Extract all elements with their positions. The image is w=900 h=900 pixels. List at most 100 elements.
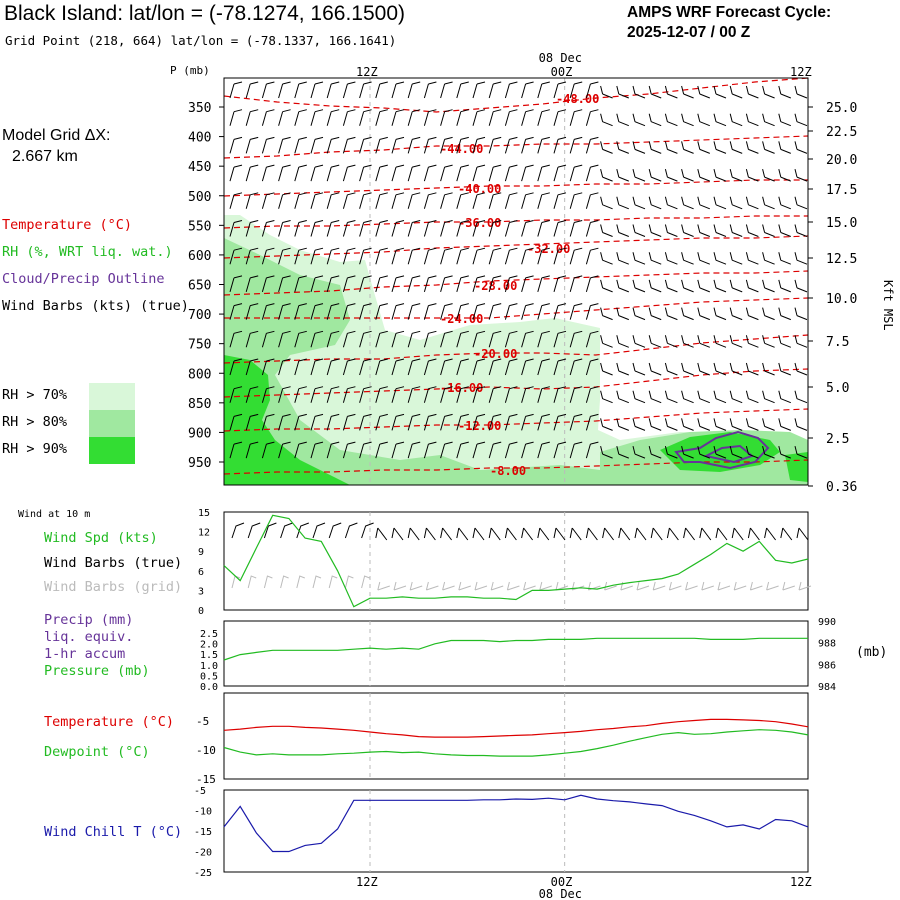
precip-ytick-0: 2.5 [200,629,218,640]
wind-barb [600,196,613,210]
height-tick-1: 22.5 [826,125,857,140]
wind-barb [697,445,710,459]
wind-barb [310,358,324,376]
sfc-barb-true [521,527,533,541]
wind-barb [713,390,727,404]
sfc-barb-grid [458,581,471,591]
wind-barb [423,413,437,431]
wind-barb [664,85,678,99]
wind-barb [537,164,550,182]
wind-barb [537,303,550,320]
legend-1hr-accum: 1-hr accum [44,646,126,662]
wind-barb [521,192,534,209]
wind-barb [245,136,259,154]
sfc-barb-true [618,527,631,541]
wind-barb [600,362,613,376]
legend-wind-chill: Wind Chill T (°C) [44,824,183,840]
wind-barb [553,275,567,293]
wind-barb [569,413,583,431]
wind-barb [664,279,678,293]
precip-ytick-2: 1.5 [200,650,218,661]
wind-barb [648,224,662,237]
wind-barb [472,330,486,348]
height-tick-2: 20.0 [826,153,857,168]
sfc-barb-grid [247,575,257,589]
wind-barb [745,279,759,293]
wind-barb [521,413,534,431]
wind-barb [569,275,583,293]
top-date-label: 08 Dec [539,51,582,65]
wind-barb [794,445,808,459]
wind-barb [569,358,583,376]
precip-ytick-5: 0.0 [200,682,218,693]
wind-barb [778,279,791,293]
wind-barb [261,81,275,99]
sfc-barb-true [231,522,245,539]
sfc-barb-grid [425,581,439,591]
wind-barb [794,141,808,154]
wind-barb [342,303,356,320]
wind-barb [504,303,518,320]
wind-barb [407,275,421,293]
wind-barb [713,335,727,348]
isotherm-label-10: -8.00 [490,464,526,478]
wind-barb [359,220,372,237]
wind-barb [440,330,453,348]
isotherm-8 [223,368,809,398]
wind-barb [664,168,678,182]
sfc-barb-true [391,527,404,541]
wind-barb [794,224,808,237]
wind-barb [229,247,243,265]
wind-barb [553,386,567,403]
wind-barb [648,445,662,459]
wind-barb [681,85,694,99]
wind-barb [729,224,743,237]
wind-barb [407,441,421,459]
sfc-barb-true [263,522,277,539]
wind-barb [632,279,646,293]
wind-barb [778,141,791,154]
wind-barb [697,85,710,99]
wind-barb [504,247,518,265]
wind-barb [762,390,775,404]
sfc-barb-true [247,522,261,539]
wind-barb [778,307,791,321]
sfc-barb-grid [749,581,763,591]
wind-barb [762,279,775,293]
wind-barb [504,192,518,209]
wind-barb [342,164,356,182]
isotherm-label-1: -44.00 [440,142,483,156]
pressure-ytick-990: 990 [818,617,836,628]
wind-barb [778,113,791,127]
wind-barb [407,303,421,320]
wind-barb [407,136,421,154]
wind-barb [729,418,743,431]
sfc-barb-grid [328,575,338,589]
wind-barb [391,136,405,154]
wind-barb [745,85,759,99]
sfc-barb-grid [393,581,407,591]
wind-barb [245,441,259,459]
wind-barb [632,196,646,210]
wind-barb [488,220,502,237]
wind-barb [648,168,662,182]
wind-barb [245,275,259,293]
sfc-barb-grid [377,581,390,591]
wind-barb [762,362,775,376]
sfc-barb-true [440,527,452,541]
sfc-barb-true [504,527,517,541]
wind-barb [729,85,743,99]
wind-barb [794,279,808,293]
wind-barb [440,192,453,209]
wind-barb [488,303,502,320]
wind-barb [729,196,743,210]
wind-barb [229,386,243,403]
chill-ytick-1: -10 [194,807,212,818]
wind-barb [600,335,613,348]
wind-barb [648,85,662,99]
chill-ytick-4: -25 [194,868,212,879]
wind-barb [310,303,324,320]
wind-barb [440,275,453,293]
isotherm-9 [223,408,809,432]
wind-barb [664,307,678,321]
